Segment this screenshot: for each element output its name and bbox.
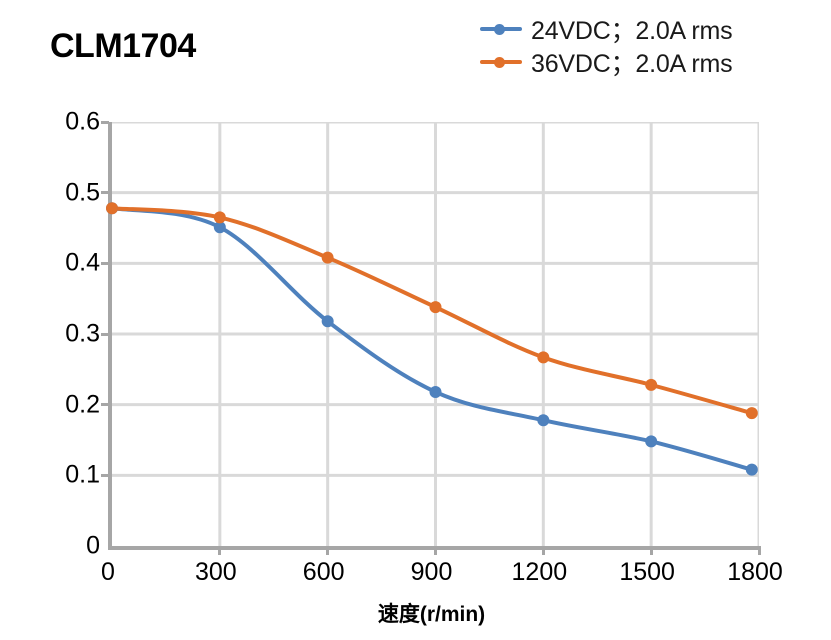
x-tick-label: 1500: [619, 558, 675, 586]
chart-legend: 24VDC；2.0A rms 36VDC；2.0A rms: [480, 16, 733, 78]
chart-title: CLM1704: [50, 27, 196, 65]
y-tick-label: 0.6: [65, 107, 100, 136]
series-line-24vdc: [110, 206, 754, 472]
y-tick-mark: [101, 332, 109, 336]
data-point-36vdc: [106, 202, 118, 215]
data-point-36vdc: [645, 378, 658, 391]
data-point-36vdc: [321, 251, 334, 264]
x-tick-mark: [541, 546, 545, 555]
x-tick-label: 600: [302, 558, 345, 586]
data-point-36vdc: [213, 211, 226, 224]
x-tick-label: 1200: [511, 558, 568, 586]
x-tick-mark: [434, 546, 437, 555]
chart-gridlines: [112, 122, 759, 546]
chart-series-layer: [106, 202, 758, 476]
legend-item-24vdc: 24VDC；2.0A rms: [480, 16, 733, 45]
x-tick-mark: [326, 546, 330, 555]
x-axis-title: 速度(r/min): [377, 603, 486, 626]
data-point-24vdc: [321, 315, 334, 328]
data-point-24vdc: [745, 463, 758, 476]
data-point-24vdc: [429, 385, 442, 398]
legend-label-36vdc: 36VDC；2.0A rms: [531, 50, 733, 78]
y-tick-label: 0.1: [65, 460, 100, 489]
y-tick-label: 0.4: [65, 248, 100, 277]
y-axis-tick-labels: 0 0.1 0.2 0.3 0.4 0.5 0.6: [38, 108, 100, 560]
x-axis-tick-labels: 0 300 600 900 1200 1500 1800: [101, 558, 783, 590]
legend-marker-line-icon: [480, 21, 522, 37]
data-point-36vdc: [745, 407, 758, 420]
y-tick-mark: [101, 261, 109, 265]
y-tick-mark: [101, 403, 109, 407]
legend-item-36vdc: 36VDC；2.0A rms: [480, 49, 733, 78]
y-tick-mark: [101, 191, 109, 195]
x-tick-label: 300: [194, 558, 237, 586]
x-tick-label: 1800: [727, 558, 783, 586]
legend-marker-line-icon: [480, 54, 522, 70]
data-point-24vdc: [645, 435, 658, 448]
y-tick-label: 0.5: [65, 178, 100, 207]
x-tick-label: 900: [410, 558, 453, 586]
x-tick-mark: [218, 546, 222, 555]
data-point-36vdc: [537, 351, 550, 364]
x-tick-label: 0: [101, 558, 115, 586]
data-point-24vdc: [537, 414, 550, 427]
plot-area: [101, 120, 761, 555]
legend-label-24vdc: 24VDC；2.0A rms: [531, 17, 733, 45]
y-tick-label: 0: [86, 531, 100, 560]
y-tick-mark: [101, 120, 109, 124]
data-point-36vdc: [429, 301, 442, 314]
y-tick-mark: [101, 473, 109, 477]
x-tick-mark: [757, 546, 761, 555]
x-tick-mark: [649, 546, 653, 555]
y-tick-label: 0.3: [65, 319, 100, 348]
y-tick-label: 0.2: [65, 390, 100, 419]
data-point-24vdc: [213, 221, 226, 234]
